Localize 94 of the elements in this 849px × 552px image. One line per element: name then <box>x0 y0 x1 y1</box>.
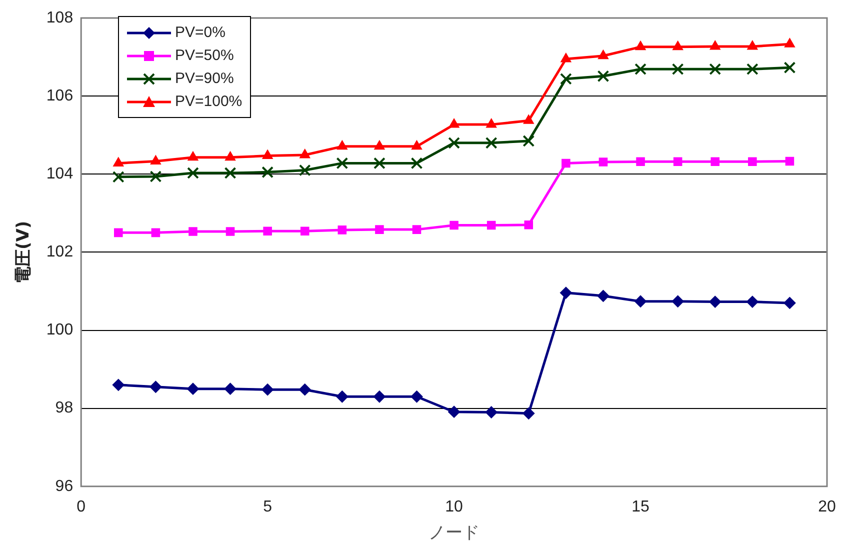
point <box>300 226 310 236</box>
y-tick-label: 106 <box>46 87 74 104</box>
point <box>114 228 123 238</box>
point <box>188 151 198 161</box>
point <box>784 38 795 48</box>
point <box>224 167 236 179</box>
point <box>673 157 682 166</box>
point <box>338 226 347 234</box>
x-tick-label: 10 <box>445 498 464 516</box>
point <box>636 157 645 166</box>
point <box>746 296 758 308</box>
y-tick-label: 108 <box>46 9 74 26</box>
point <box>709 296 722 308</box>
y-axis-title: 電圧(V) <box>14 220 34 284</box>
x-axis-title: ノード <box>428 523 480 544</box>
point <box>634 63 646 76</box>
y-tick-label: 100 <box>46 322 74 339</box>
y-tick-label: 98 <box>55 400 74 417</box>
point <box>710 157 720 166</box>
y-tick-label: 102 <box>46 244 74 261</box>
legend-label: PV=50% <box>175 47 234 64</box>
point <box>113 157 124 166</box>
point <box>263 226 272 236</box>
point <box>188 227 198 236</box>
point <box>560 286 572 299</box>
point <box>186 382 199 395</box>
point <box>410 157 423 170</box>
point <box>486 118 497 128</box>
point <box>374 140 385 150</box>
point <box>112 378 124 391</box>
point <box>562 158 570 168</box>
point <box>746 63 758 76</box>
point <box>298 384 311 396</box>
point <box>448 136 460 149</box>
point <box>485 136 498 149</box>
point <box>672 63 684 76</box>
x-tick-label: 20 <box>818 498 836 516</box>
point <box>560 52 572 62</box>
point <box>187 167 199 179</box>
point <box>710 40 720 50</box>
point <box>672 295 684 308</box>
point <box>523 114 534 124</box>
point <box>336 140 348 150</box>
point <box>262 384 274 396</box>
point <box>448 406 460 418</box>
point <box>375 225 384 234</box>
point <box>336 390 348 403</box>
point <box>560 72 572 85</box>
point <box>336 157 348 170</box>
point <box>151 228 160 238</box>
point <box>486 220 496 230</box>
point <box>784 296 796 309</box>
point <box>112 170 124 183</box>
point <box>747 40 758 50</box>
point <box>785 156 794 166</box>
point <box>448 118 460 128</box>
y-tick-label: 104 <box>46 166 74 183</box>
point <box>598 158 608 166</box>
point <box>150 380 162 393</box>
legend-label: PV=100% <box>175 93 242 110</box>
point <box>374 157 386 170</box>
point <box>262 150 273 160</box>
point <box>373 390 386 403</box>
point <box>597 70 610 82</box>
point <box>748 157 757 166</box>
x-tick-label: 5 <box>263 498 272 516</box>
point <box>672 40 684 50</box>
point <box>597 290 610 302</box>
legend-label: PV=0% <box>175 24 226 41</box>
point <box>225 151 236 161</box>
point <box>598 50 608 60</box>
point <box>150 170 162 182</box>
point <box>634 295 647 308</box>
point <box>298 164 311 176</box>
point <box>450 220 458 230</box>
point <box>262 166 274 178</box>
point <box>410 390 423 403</box>
point <box>150 155 161 165</box>
legend-label: PV=90% <box>175 70 234 87</box>
point <box>784 62 796 74</box>
point <box>635 40 646 50</box>
point <box>412 225 422 234</box>
x-tick-label: 15 <box>632 498 650 516</box>
point <box>522 135 535 147</box>
point <box>524 220 534 230</box>
y-tick-label: 96 <box>55 478 74 495</box>
point <box>224 382 236 395</box>
point <box>226 227 235 236</box>
point <box>300 149 310 158</box>
point <box>522 407 535 420</box>
point <box>709 63 722 76</box>
x-tick-label: 0 <box>76 498 86 516</box>
point <box>411 140 422 150</box>
point <box>485 406 498 418</box>
